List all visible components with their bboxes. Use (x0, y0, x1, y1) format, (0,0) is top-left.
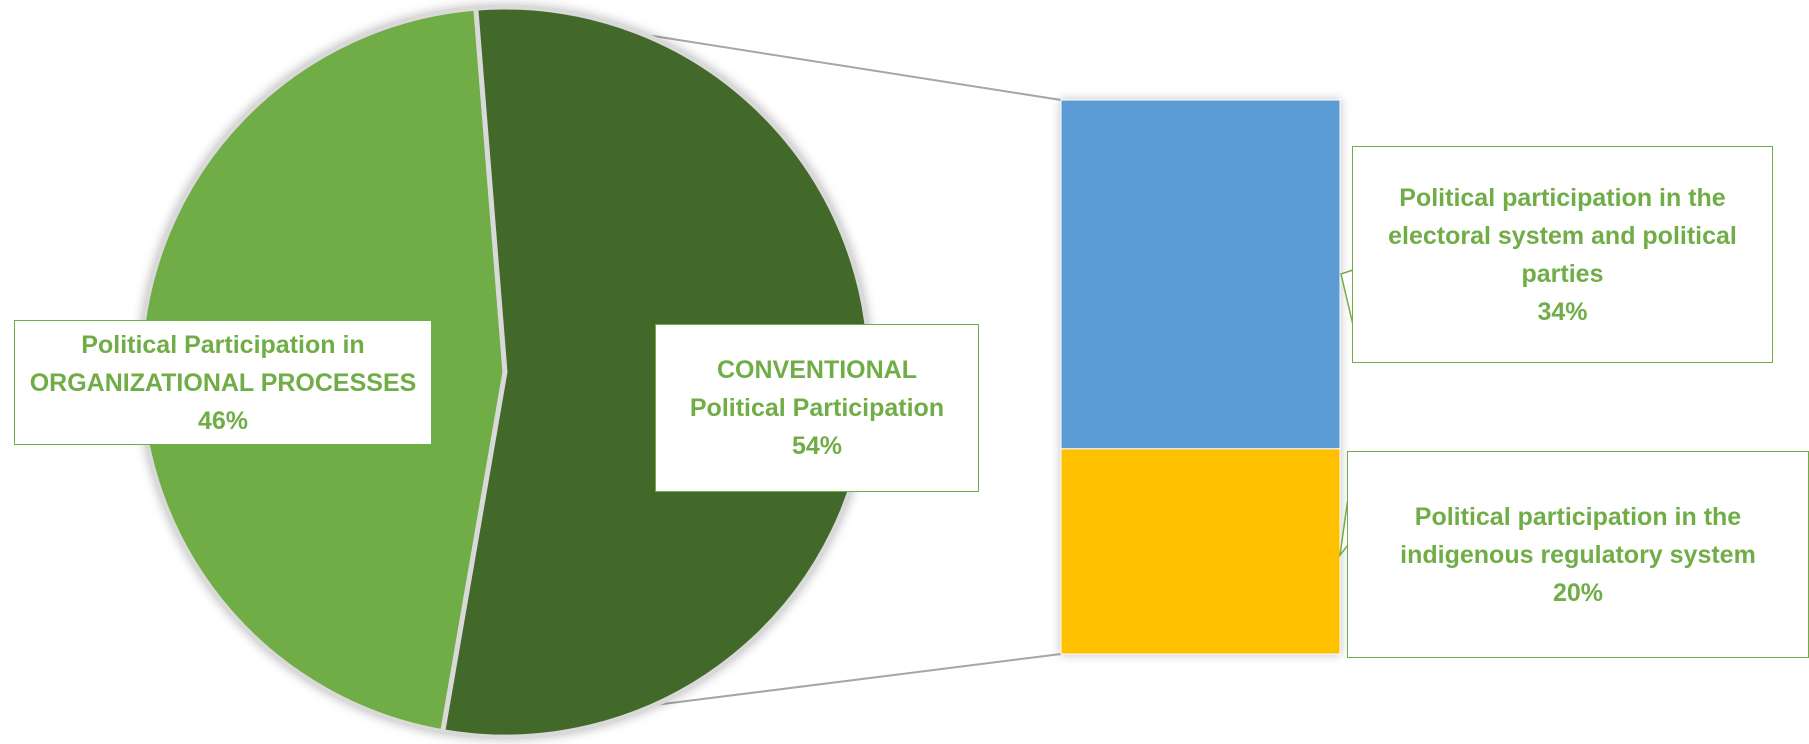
label-indigenous-line1: Political participation in the (1414, 502, 1742, 531)
label-conventional-value: 54% (791, 432, 843, 460)
label-electoral-value: 34% (1537, 297, 1588, 326)
label-organizational: Political Participation in ORGANIZATIONA… (14, 320, 432, 445)
label-indigenous-line2: indigenous regulatory system (1400, 540, 1756, 569)
bar-segment-indigenous (1060, 448, 1341, 655)
callout-pointer-electoral (1340, 269, 1354, 326)
label-electoral: Political participation in the electoral… (1352, 146, 1773, 363)
label-organizational-line2: ORGANIZATIONAL PROCESSES (29, 368, 417, 397)
label-organizational-value: 46% (197, 406, 249, 435)
label-conventional: CONVENTIONAL Political Participation 54% (655, 324, 979, 492)
bar-segment-electoral (1060, 99, 1341, 450)
label-organizational-line1: Political Participation in (81, 330, 365, 359)
label-conventional-line2: Political Participation (689, 394, 945, 422)
label-conventional-line1: CONVENTIONAL (717, 356, 917, 384)
stacked-bar-group (1060, 99, 1341, 655)
label-indigenous: Political participation in the indigenou… (1347, 451, 1809, 658)
label-electoral-line2: electoral system and political (1388, 221, 1737, 250)
label-electoral-line3: parties (1521, 259, 1604, 288)
label-indigenous-value: 20% (1552, 578, 1604, 607)
label-electoral-line1: Political participation in the (1399, 183, 1726, 212)
callout-pointer-indigenous (1338, 497, 1349, 558)
callout-pointers (1338, 269, 1354, 558)
